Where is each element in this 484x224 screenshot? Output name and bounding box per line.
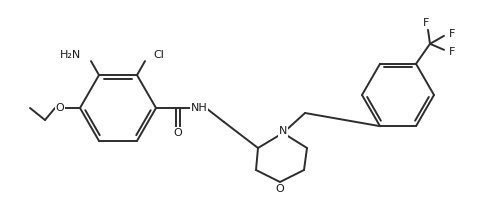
Text: F: F	[449, 29, 455, 39]
Text: O: O	[275, 184, 285, 194]
Text: H₂N: H₂N	[60, 50, 81, 60]
Text: N: N	[279, 126, 287, 136]
Text: NH: NH	[191, 103, 207, 113]
Text: F: F	[423, 18, 429, 28]
Text: Cl: Cl	[153, 50, 164, 60]
Text: O: O	[174, 128, 182, 138]
Text: F: F	[449, 47, 455, 57]
Text: O: O	[56, 103, 64, 113]
